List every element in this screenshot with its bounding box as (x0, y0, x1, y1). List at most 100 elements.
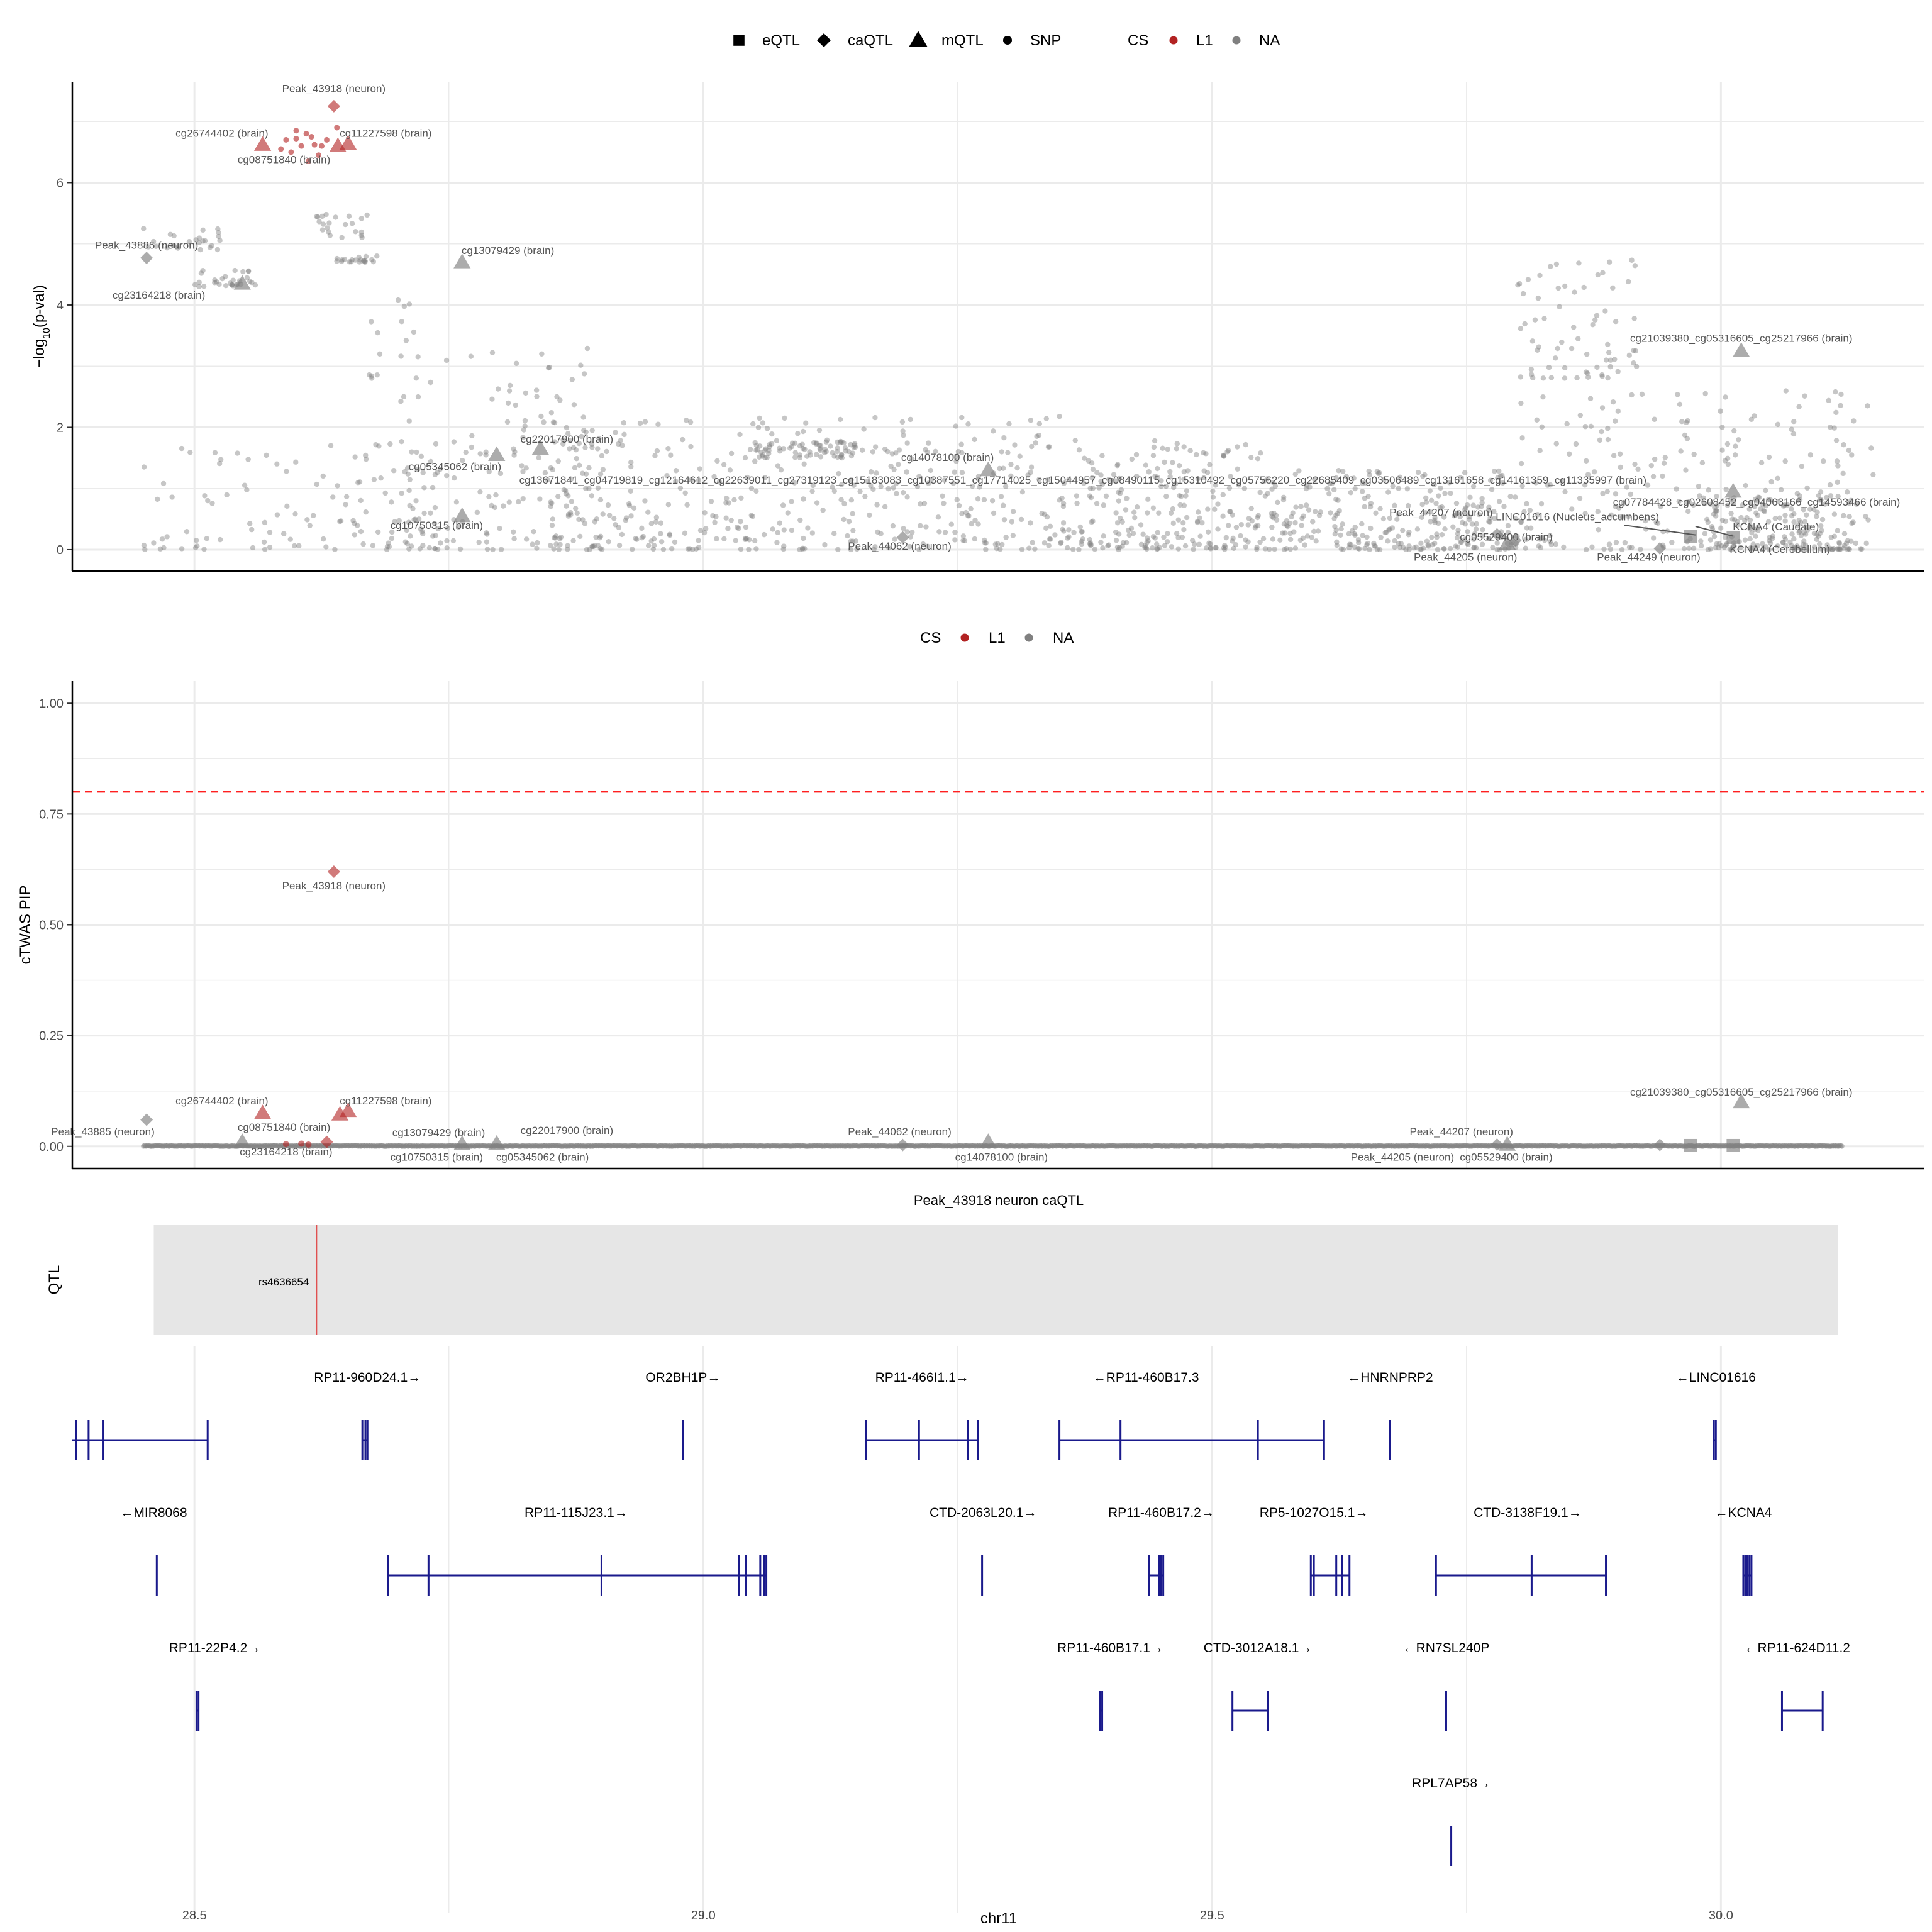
snp-point (1838, 547, 1843, 552)
snp-point (859, 447, 865, 453)
snp-point (1691, 452, 1697, 457)
snp-point (1608, 512, 1614, 518)
snp-point (343, 494, 350, 499)
snp-point (1346, 531, 1352, 536)
snp-point (942, 530, 948, 535)
snp-point (664, 472, 670, 479)
snp-point (1831, 425, 1837, 431)
snp-point (893, 450, 899, 456)
snp-point (1732, 452, 1738, 458)
snp-point (1313, 509, 1318, 514)
snp-point (1780, 503, 1787, 509)
gene-label: ←LINC01616 (1676, 1370, 1756, 1385)
snp-point (463, 449, 469, 455)
snp-point (1082, 455, 1087, 461)
snp-point (469, 444, 474, 450)
snp-point (1760, 546, 1767, 552)
snp-point (1089, 460, 1095, 466)
snp-point (1241, 486, 1248, 491)
snp-point (1553, 261, 1560, 267)
snp-point (1747, 523, 1753, 529)
snp-point (1775, 475, 1780, 481)
snp-point (797, 452, 802, 458)
snp-point (1831, 546, 1836, 552)
snp-point (792, 480, 797, 486)
snp-point (141, 464, 147, 470)
snp-point (1584, 370, 1591, 376)
snp-point (1423, 510, 1428, 516)
snp-point (1731, 500, 1736, 506)
snp-point (846, 448, 852, 455)
gene-label: RP5-1027O15.1→ (1260, 1506, 1368, 1520)
snp-point (1194, 519, 1201, 526)
snp-point (350, 518, 356, 524)
label-connector (1695, 526, 1734, 537)
snp-point (1429, 535, 1435, 540)
snp-point (418, 526, 424, 532)
snp-point (1012, 442, 1018, 448)
snp-point (926, 480, 931, 486)
snp-point (1254, 547, 1260, 552)
snp-point (477, 489, 483, 495)
snp-point (1364, 534, 1370, 540)
diamond-icon (817, 33, 831, 47)
snp-point (838, 454, 843, 460)
snp-point (1163, 483, 1169, 489)
snp-point (1518, 519, 1524, 525)
snp-point (1310, 519, 1316, 525)
snp-point (1782, 458, 1788, 464)
snp-point (882, 504, 888, 509)
snp-point (1152, 438, 1158, 444)
snp-point (444, 545, 450, 551)
snp-point (716, 479, 723, 485)
snp-point (352, 532, 358, 538)
snp-point (1116, 498, 1122, 504)
snp-point (953, 458, 959, 464)
snp-point (567, 446, 572, 452)
snp-point (216, 460, 223, 467)
snp-point (1254, 545, 1260, 550)
snp-point (1818, 497, 1824, 503)
snp-point-l1 (305, 158, 311, 164)
snp-point (1287, 536, 1294, 543)
snp-point (734, 525, 740, 530)
legend-label: caQTL (848, 32, 893, 49)
snp-point (1116, 547, 1121, 553)
snp-point (1553, 441, 1559, 447)
feature-label: cg14078100 (brain) (955, 1151, 1048, 1163)
snp-point (1699, 460, 1706, 466)
snp-point (513, 360, 519, 367)
snp-point (1439, 532, 1445, 538)
snp-point (1315, 528, 1321, 534)
snp-point (522, 418, 528, 424)
snp-point (766, 450, 772, 457)
snp-point (1465, 529, 1470, 535)
legend-title: CS (920, 630, 941, 647)
snp-point (407, 477, 413, 482)
snp-point (1117, 491, 1123, 496)
snp-point (909, 530, 915, 535)
feature-label: cg05345062 (brain) (496, 1151, 589, 1163)
snp-point (969, 521, 974, 527)
snp-point (824, 437, 830, 443)
snp-point (1766, 454, 1772, 460)
snp-point (1066, 527, 1072, 533)
snp-point (1155, 530, 1160, 535)
snp-point (569, 377, 575, 382)
snp-point (595, 542, 601, 548)
snp-point (549, 523, 555, 528)
snp-point (848, 441, 853, 448)
snp-point (1455, 527, 1461, 533)
snp-point (797, 443, 803, 449)
snp-point (1119, 543, 1125, 549)
snp-point (1621, 500, 1626, 506)
snp-point (1602, 308, 1608, 314)
snp-point (584, 345, 591, 352)
snp-point (1059, 495, 1065, 501)
snp-point (1215, 526, 1221, 532)
snp-point (845, 533, 850, 539)
snp-point (375, 529, 381, 535)
legend-mid: CS L1 NA (920, 630, 1074, 647)
snp-point (212, 277, 218, 283)
snp-point (1441, 514, 1447, 520)
